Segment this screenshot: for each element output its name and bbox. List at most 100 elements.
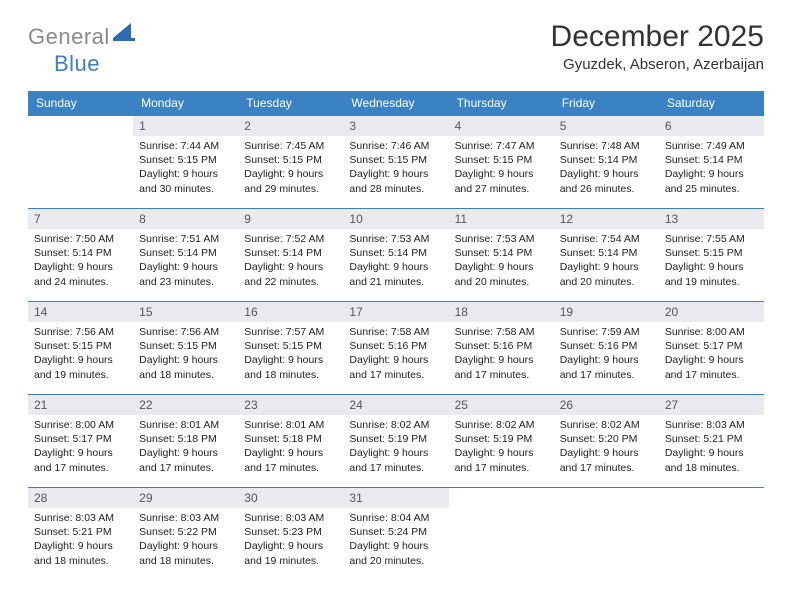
sunset-text: Sunset: 5:15 PM — [244, 339, 337, 353]
sunrise-text: Sunrise: 7:56 AM — [34, 325, 127, 339]
daylight-text: Daylight: 9 hours and 18 minutes. — [665, 446, 758, 474]
day-number: 17 — [343, 302, 448, 322]
sunrise-text: Sunrise: 7:53 AM — [455, 232, 548, 246]
day-header-thursday: Thursday — [449, 91, 554, 116]
daylight-text: Daylight: 9 hours and 17 minutes. — [560, 446, 653, 474]
day-cell-19: 19Sunrise: 7:59 AMSunset: 5:16 PMDayligh… — [554, 302, 659, 395]
sunset-text: Sunset: 5:18 PM — [139, 432, 232, 446]
day-header-saturday: Saturday — [659, 91, 764, 116]
day-cell-26: 26 Sunrise: 8:02 AMSunset: 5:20 PMDayligh… — [554, 395, 659, 488]
sunset-text: Sunset: 5:15 PM — [665, 246, 758, 260]
sunset-text: Sunset: 5:17 PM — [665, 339, 758, 353]
day-cell-7: 7Sunrise: 7:50 AMSunset: 5:14 PMDaylight… — [28, 209, 133, 302]
day-cell-31: 31Sunrise: 8:04 AMSunset: 5:24 PMDayligh… — [343, 488, 448, 581]
day-cell-23: 23Sunrise: 8:01 AMSunset: 5:18 PMDayligh… — [238, 395, 343, 488]
calendar-row: 28Sunrise: 8:03 AMSunset: 5:21 PMDayligh… — [28, 488, 764, 581]
day-cell-29: 29Sunrise: 8:03 AMSunset: 5:22 PMDayligh… — [133, 488, 238, 581]
day-cell-21: 21Sunrise: 8:00 AMSunset: 5:17 PMDayligh… — [28, 395, 133, 488]
day-header-row: SundayMondayTuesdayWednesdayThursdayFrid… — [28, 91, 764, 116]
daylight-text: Daylight: 9 hours and 28 minutes. — [349, 167, 442, 195]
sunrise-text: Sunrise: 7:58 AM — [349, 325, 442, 339]
day-number: 1 — [133, 116, 238, 136]
day-cell-17: 17Sunrise: 7:58 AMSunset: 5:16 PMDayligh… — [343, 302, 448, 395]
sunset-text: Sunset: 5:19 PM — [455, 432, 548, 446]
day-number: 9 — [238, 209, 343, 229]
calendar-row: 7Sunrise: 7:50 AMSunset: 5:14 PMDaylight… — [28, 209, 764, 302]
logo: General — [28, 24, 135, 50]
sunset-text: Sunset: 5:14 PM — [34, 246, 127, 260]
daylight-text: Daylight: 9 hours and 17 minutes. — [349, 353, 442, 381]
sunrise-text: Sunrise: 7:54 AM — [560, 232, 653, 246]
sunrise-text: Sunrise: 7:46 AM — [349, 139, 442, 153]
daylight-text: Daylight: 9 hours and 29 minutes. — [244, 167, 337, 195]
sunset-text: Sunset: 5:18 PM — [244, 432, 337, 446]
empty-cell — [554, 488, 659, 581]
sunrise-text: Sunrise: 8:03 AM — [139, 511, 232, 525]
sunset-text: Sunset: 5:21 PM — [665, 432, 758, 446]
day-number: 26 — [554, 395, 659, 415]
day-number: 8 — [133, 209, 238, 229]
sunset-text: Sunset: 5:23 PM — [244, 525, 337, 539]
day-number: 12 — [554, 209, 659, 229]
sunset-text: Sunset: 5:14 PM — [455, 246, 548, 260]
day-cell-10: 10Sunrise: 7:53 AMSunset: 5:14 PMDayligh… — [343, 209, 448, 302]
day-number: 6 — [659, 116, 764, 136]
day-cell-27: 27Sunrise: 8:03 AMSunset: 5:21 PMDayligh… — [659, 395, 764, 488]
empty-cell — [659, 488, 764, 581]
day-cell-2: 2Sunrise: 7:45 AMSunset: 5:15 PMDaylight… — [238, 116, 343, 209]
day-number: 18 — [449, 302, 554, 322]
day-cell-8: 8Sunrise: 7:51 AMSunset: 5:14 PMDaylight… — [133, 209, 238, 302]
day-cell-4: 4Sunrise: 7:47 AMSunset: 5:15 PMDaylight… — [449, 116, 554, 209]
daylight-text: Daylight: 9 hours and 18 minutes. — [34, 539, 127, 567]
sunrise-text: Sunrise: 7:44 AM — [139, 139, 232, 153]
day-cell-18: 18 Sunrise: 7:58 AMSunset: 5:16 PMDayligh… — [449, 302, 554, 395]
sunrise-text: Sunrise: 8:01 AM — [139, 418, 232, 432]
sunset-text: Sunset: 5:16 PM — [455, 339, 548, 353]
day-cell-30: 30Sunrise: 8:03 AMSunset: 5:23 PMDayligh… — [238, 488, 343, 581]
sunset-text: Sunset: 5:14 PM — [560, 153, 653, 167]
sunrise-text: Sunrise: 7:58 AM — [455, 325, 548, 339]
daylight-text: Daylight: 9 hours and 17 minutes. — [455, 353, 548, 381]
location-text: Gyuzdek, Abseron, Azerbaijan — [551, 56, 764, 73]
daylight-text: Daylight: 9 hours and 20 minutes. — [349, 539, 442, 567]
day-number: 28 — [28, 488, 133, 508]
day-number: 25 — [449, 395, 554, 415]
sunset-text: Sunset: 5:20 PM — [560, 432, 653, 446]
sunset-text: Sunset: 5:16 PM — [560, 339, 653, 353]
empty-cell — [28, 116, 133, 209]
sunset-text: Sunset: 5:21 PM — [34, 525, 127, 539]
sunset-text: Sunset: 5:22 PM — [139, 525, 232, 539]
sunrise-text: Sunrise: 8:00 AM — [34, 418, 127, 432]
day-header-friday: Friday — [554, 91, 659, 116]
sunrise-text: Sunrise: 8:01 AM — [244, 418, 337, 432]
sunrise-text: Sunrise: 8:02 AM — [560, 418, 653, 432]
daylight-text: Daylight: 9 hours and 20 minutes. — [455, 260, 548, 288]
calendar-body: 1Sunrise: 7:44 AMSunset: 5:15 PMDaylight… — [28, 116, 764, 581]
sunrise-text: Sunrise: 7:59 AM — [560, 325, 653, 339]
day-number: 31 — [343, 488, 448, 508]
daylight-text: Daylight: 9 hours and 19 minutes. — [244, 539, 337, 567]
sunset-text: Sunset: 5:14 PM — [665, 153, 758, 167]
day-number: 5 — [554, 116, 659, 136]
sunset-text: Sunset: 5:15 PM — [455, 153, 548, 167]
sunset-text: Sunset: 5:15 PM — [349, 153, 442, 167]
sunset-text: Sunset: 5:14 PM — [560, 246, 653, 260]
day-number: 30 — [238, 488, 343, 508]
day-number: 2 — [238, 116, 343, 136]
day-cell-25: 25Sunrise: 8:02 AMSunset: 5:19 PMDayligh… — [449, 395, 554, 488]
day-number: 24 — [343, 395, 448, 415]
sunrise-text: Sunrise: 7:52 AM — [244, 232, 337, 246]
daylight-text: Daylight: 9 hours and 30 minutes. — [139, 167, 232, 195]
day-cell-12: 12Sunrise: 7:54 AMSunset: 5:14 PMDayligh… — [554, 209, 659, 302]
calendar-row: 14Sunrise: 7:56 AMSunset: 5:15 PMDayligh… — [28, 302, 764, 395]
daylight-text: Daylight: 9 hours and 21 minutes. — [349, 260, 442, 288]
day-number: 29 — [133, 488, 238, 508]
sunrise-text: Sunrise: 7:55 AM — [665, 232, 758, 246]
day-header-wednesday: Wednesday — [343, 91, 448, 116]
sunset-text: Sunset: 5:17 PM — [34, 432, 127, 446]
daylight-text: Daylight: 9 hours and 18 minutes. — [139, 353, 232, 381]
day-number: 16 — [238, 302, 343, 322]
day-header-tuesday: Tuesday — [238, 91, 343, 116]
daylight-text: Daylight: 9 hours and 17 minutes. — [349, 446, 442, 474]
sunset-text: Sunset: 5:15 PM — [244, 153, 337, 167]
